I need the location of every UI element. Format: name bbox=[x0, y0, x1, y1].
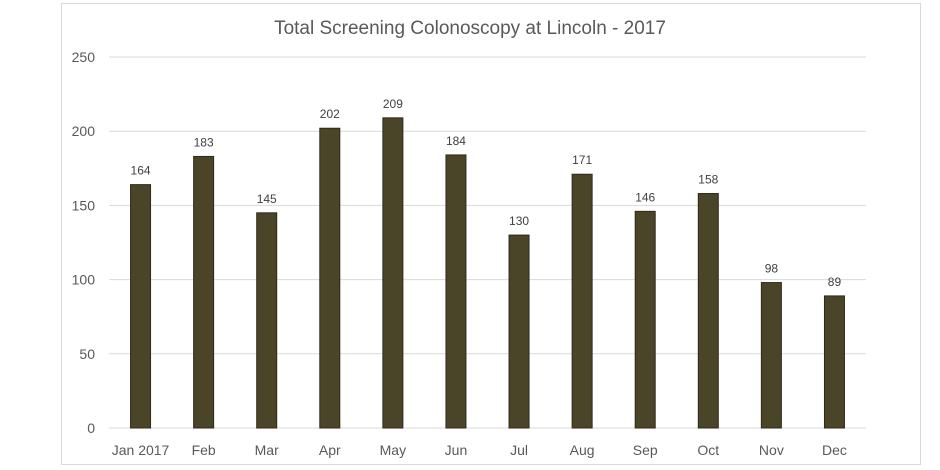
bar-jan-2017 bbox=[130, 184, 152, 429]
data-label: 89 bbox=[828, 275, 842, 289]
x-tick-label: Sep bbox=[633, 442, 658, 458]
data-label: 146 bbox=[635, 190, 655, 204]
data-label: 158 bbox=[698, 173, 718, 187]
data-label: 209 bbox=[383, 97, 403, 111]
x-tick-label: Aug bbox=[570, 442, 595, 458]
bar-dec bbox=[823, 295, 845, 429]
data-label: 202 bbox=[320, 107, 340, 121]
y-tick-label: 50 bbox=[79, 346, 95, 362]
y-tick-label: 250 bbox=[72, 49, 96, 65]
x-tick-label: May bbox=[380, 442, 406, 458]
y-tick-label: 200 bbox=[72, 123, 96, 139]
y-tick-label: 150 bbox=[72, 197, 96, 213]
data-label: 130 bbox=[509, 214, 529, 228]
data-label: 164 bbox=[131, 164, 151, 178]
bar-nov bbox=[760, 282, 782, 429]
x-tick-label: Mar bbox=[255, 442, 279, 458]
x-tick-label: Oct bbox=[697, 442, 719, 458]
x-tick-label: Jan 2017 bbox=[112, 442, 170, 458]
bar-oct bbox=[697, 193, 719, 429]
x-tick-label: Dec bbox=[822, 442, 847, 458]
bar-jul bbox=[508, 234, 530, 429]
x-tick-label: Nov bbox=[759, 442, 784, 458]
data-label: 145 bbox=[257, 192, 277, 206]
bar-apr bbox=[319, 127, 341, 429]
chart-frame bbox=[61, 3, 921, 465]
x-tick-label: Feb bbox=[192, 442, 216, 458]
bar-mar bbox=[256, 212, 278, 429]
x-tick-label: Jun bbox=[445, 442, 468, 458]
bar-feb bbox=[193, 155, 215, 429]
x-tick-label: Jul bbox=[510, 442, 528, 458]
y-tick-label: 0 bbox=[87, 420, 95, 436]
data-label: 98 bbox=[765, 262, 779, 276]
bar-jun bbox=[445, 154, 467, 429]
data-label: 171 bbox=[572, 153, 592, 167]
bar-aug bbox=[571, 173, 593, 429]
bar-may bbox=[382, 117, 404, 429]
chart-title: Total Screening Colonoscopy at Lincoln -… bbox=[274, 18, 666, 39]
y-tick-label: 100 bbox=[72, 272, 96, 288]
data-label: 184 bbox=[446, 134, 466, 148]
data-label: 183 bbox=[194, 135, 214, 149]
bar-sep bbox=[634, 210, 656, 429]
x-tick-label: Apr bbox=[319, 442, 341, 458]
